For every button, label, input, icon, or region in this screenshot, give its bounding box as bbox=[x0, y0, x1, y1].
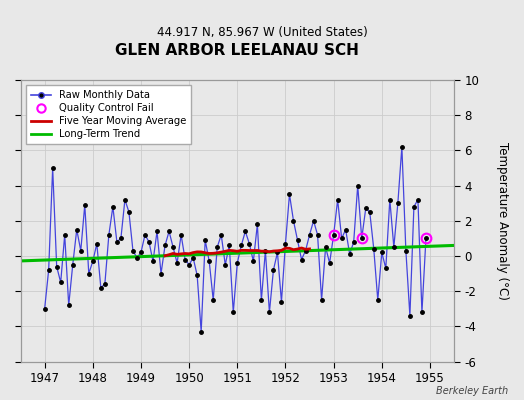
Legend: Raw Monthly Data, Quality Control Fail, Five Year Moving Average, Long-Term Tren: Raw Monthly Data, Quality Control Fail, … bbox=[26, 85, 191, 144]
Title: GLEN ARBOR LEELANAU SCH: GLEN ARBOR LEELANAU SCH bbox=[115, 43, 359, 58]
Text: 44.917 N, 85.967 W (United States): 44.917 N, 85.967 W (United States) bbox=[157, 26, 367, 39]
Text: Berkeley Earth: Berkeley Earth bbox=[436, 386, 508, 396]
Y-axis label: Temperature Anomaly (°C): Temperature Anomaly (°C) bbox=[496, 142, 509, 300]
